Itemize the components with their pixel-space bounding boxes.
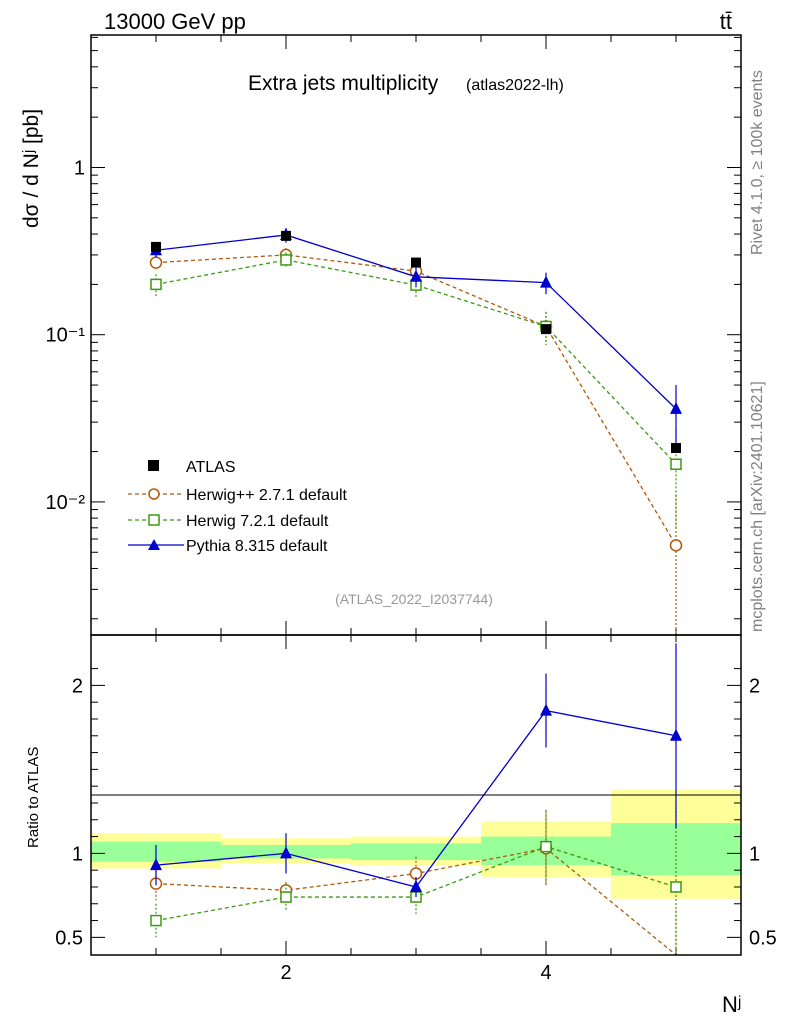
ratio-point-herwig-7-2-1-default: [150, 914, 162, 927]
point-atlas: [411, 257, 421, 268]
ratio-point-pythia-8-315-default: [540, 703, 552, 716]
mcplots-label: mcplots.cern.ch [arXiv:2401.10621]: [749, 381, 766, 632]
point-atlas: [151, 241, 161, 252]
point-atlas: [541, 324, 551, 335]
point-herwig-7-2-1-default: [280, 254, 292, 266]
ratio-series-layer: [149, 643, 682, 956]
y-axis-label: dσ / d Nʲ [pb]: [20, 109, 43, 228]
ratio-axis-ticks: 2 4 0.5 0.5 1 1 2 2: [55, 635, 777, 984]
point-pythia-8-315-default: [540, 275, 552, 288]
chart-title: Extra jets multiplicity: [248, 72, 439, 95]
legend-marker-herwigpp: [148, 488, 160, 500]
ratio-tick-label-left: 1: [72, 843, 83, 865]
energy-label: 13000 GeV pp: [104, 9, 246, 34]
rivet-version-label: Rivet 4.1.0, ≥ 100k events: [749, 70, 766, 255]
analysis-id-label: (ATLAS_2022_I2037744): [335, 591, 493, 607]
point-herwig-7-2-1-default: [150, 278, 162, 291]
point-atlas: [281, 230, 291, 241]
y-tick-label: 10⁻²: [46, 492, 86, 514]
ratio-point-herwig-7-2-1-default: [540, 840, 552, 853]
legend-marker-herwig7: [148, 514, 160, 526]
ratio-point-pythia-8-315-default: [670, 728, 682, 741]
ratio-tick-label-right: 0.5: [749, 927, 777, 949]
ratio-point-pythia-8-315-default: [410, 879, 422, 892]
point-atlas: [671, 443, 681, 454]
legend-marker-pythia: [148, 539, 160, 550]
process-label: tt̄: [720, 9, 732, 34]
main-series-layer: [149, 227, 683, 635]
y-tick-label: 10⁻¹: [46, 325, 86, 347]
legend-label-atlas: ATLAS: [186, 459, 236, 476]
legend-label-pythia: Pythia 8.315 default: [186, 538, 328, 555]
ratio-band-inner: [351, 843, 481, 861]
x-tick-label: 2: [280, 962, 291, 984]
point-herwig-2-7-1-default: [669, 539, 683, 552]
y-tick-label: 1: [74, 157, 85, 179]
point-herwig-2-7-1-default: [149, 256, 163, 269]
legend-label-herwigpp: Herwig++ 2.7.1 default: [186, 487, 348, 504]
legend-marker-atlas: [148, 460, 159, 471]
chart-title-tag: (atlas2022-lh): [466, 77, 564, 94]
ratio-tick-label-left: 0.5: [55, 927, 83, 949]
point-herwig-7-2-1-default: [670, 458, 682, 470]
ratio-tick-label-right: 2: [749, 675, 760, 697]
ratio-tick-label-left: 2: [72, 675, 83, 697]
ratio-tick-label-right: 1: [749, 843, 760, 865]
ratio-y-axis-label: Ratio to ATLAS: [25, 747, 42, 848]
point-pythia-8-315-default: [410, 269, 422, 282]
main-axis-ticks: 1 10⁻¹ 10⁻²: [46, 35, 741, 635]
legend: ATLAS Herwig++ 2.7.1 default Herwig 7.2.…: [128, 459, 348, 555]
ratio-point-pythia-8-315-default: [150, 858, 162, 871]
ratio-point-herwig-7-2-1-default: [670, 881, 682, 893]
point-pythia-8-315-default: [670, 401, 682, 414]
x-tick-label: 4: [540, 962, 551, 984]
x-axis-label: Nʲ: [722, 992, 741, 1017]
legend-label-herwig7: Herwig 7.2.1 default: [186, 513, 329, 530]
ratio-point-pythia-8-315-default: [280, 846, 292, 859]
ratio-point-herwig-7-2-1-default: [280, 891, 292, 903]
series-line-herwig-7-2-1-default: [155, 259, 677, 465]
